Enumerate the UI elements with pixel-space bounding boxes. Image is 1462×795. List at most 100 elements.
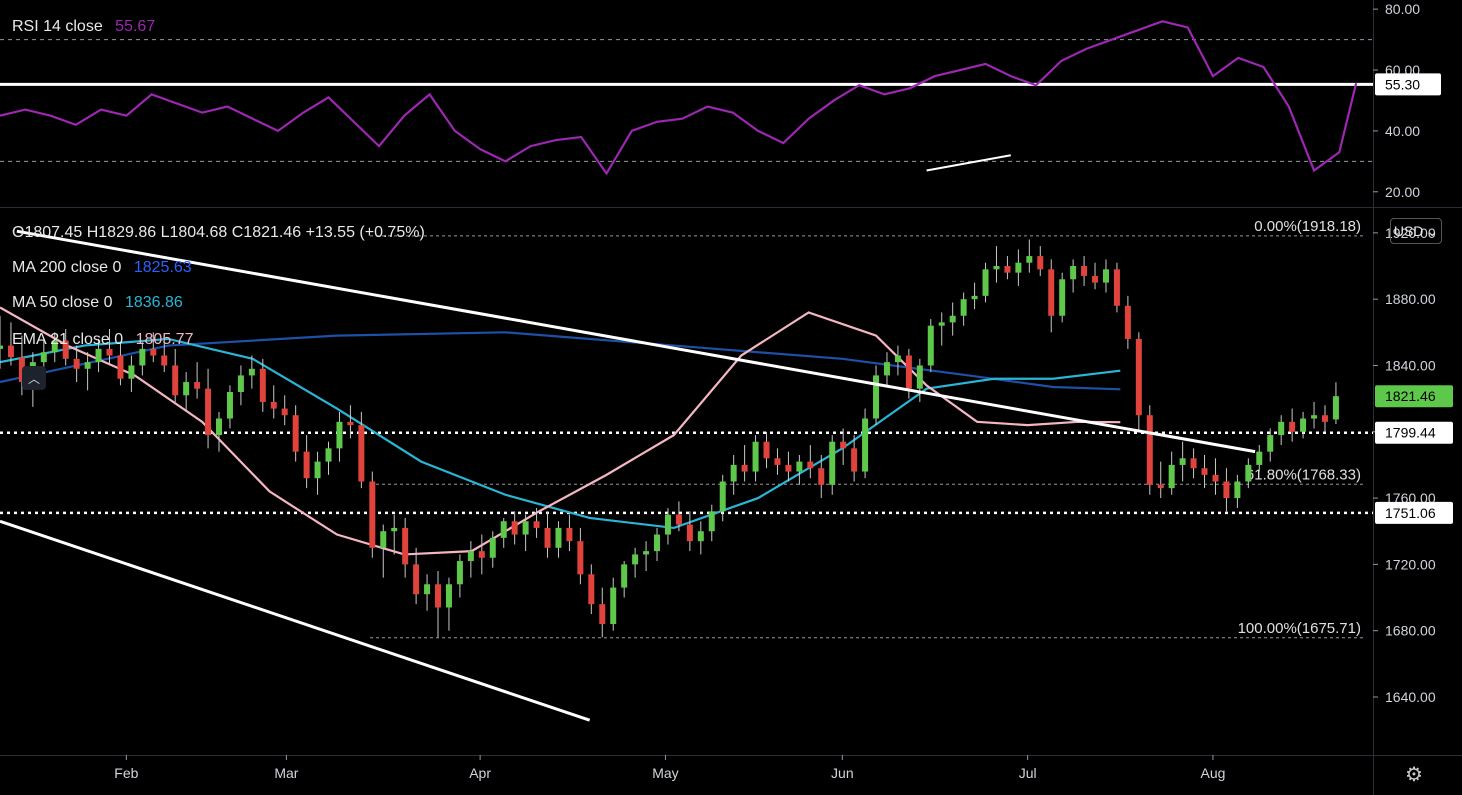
time-tick-label: Apr [469, 765, 491, 781]
candle-body [1102, 269, 1109, 283]
candle-body [1124, 305, 1131, 339]
candle-body [916, 365, 923, 389]
candle-body [7, 345, 14, 358]
candle-body [1332, 396, 1339, 420]
ma50-legend: MA 50 close 0 1836.86 [12, 294, 183, 312]
candle-body [18, 357, 25, 383]
candle-body [697, 531, 704, 542]
candle-body [1234, 481, 1241, 499]
candle-body [402, 527, 409, 565]
candle-body [500, 521, 507, 538]
price-pane: 0.00%(1918.18) 61.80%(1768.33) 100.00%(167… [0, 218, 1373, 722]
candle-body [369, 481, 376, 548]
price-tick-label: 1640.00 [1385, 689, 1436, 705]
gear-icon[interactable]: ⚙ [1405, 764, 1423, 786]
candle-body [1026, 256, 1033, 263]
chevron-down-icon: ⌄ [1426, 222, 1439, 239]
time-tick-label: Aug [1200, 765, 1225, 781]
candle-body [566, 527, 573, 542]
candle-body [281, 408, 288, 416]
candle-body [325, 448, 332, 462]
ohlc-legend: O1807.45 H1829.86 L1804.68 C1821.46 +13.… [12, 224, 425, 241]
candle-body [971, 295, 978, 300]
ema21-value: 1805.77 [135, 331, 194, 348]
candle-body [1037, 256, 1044, 270]
price-tick-label: 1920.00 [1385, 225, 1436, 241]
last-price-label: 1821.46 [1385, 388, 1436, 404]
rsi-line [0, 20, 1358, 176]
candle-body [1015, 262, 1022, 273]
currency-selector[interactable]: USD ⌄ [1390, 218, 1442, 244]
candle-body [161, 355, 168, 366]
candle-body [413, 564, 420, 595]
price-tick-label: 1720.00 [1385, 556, 1436, 572]
candle-body [424, 584, 431, 595]
price-level-badge [1375, 421, 1453, 444]
candle-body [544, 527, 551, 548]
rsi-tick-label: 80.00 [1385, 1, 1420, 17]
candle-body [960, 299, 967, 316]
candle-body [445, 584, 452, 608]
candle-body [763, 441, 770, 459]
rsi-divergence-line [926, 154, 1011, 172]
ma50-label: MA 50 close 0 [12, 294, 113, 311]
fib-level-label: 61.80%(1768.33) [1246, 466, 1361, 483]
last-price-badge [1375, 385, 1453, 408]
candle-body [51, 340, 58, 353]
candle-body [664, 514, 671, 535]
candle-body [818, 468, 825, 485]
candle-body [194, 382, 201, 389]
currency-label: USD [1393, 223, 1424, 239]
rsi-level-badge-label: 55.30 [1385, 76, 1420, 92]
candle-body [489, 537, 496, 558]
time-tick-label: Jun [831, 765, 854, 781]
rsi-tick-label: 40.00 [1385, 123, 1420, 139]
candle-body [840, 441, 847, 449]
candle-body [730, 464, 737, 482]
candle-body [522, 521, 529, 535]
candle-body [1289, 421, 1296, 432]
ma200-line [0, 331, 1121, 391]
candle-body [862, 418, 869, 472]
candle-body [292, 415, 299, 452]
candle-body [95, 348, 102, 363]
fib-level-label: 100.00%(1675.71) [1238, 620, 1361, 637]
chevron-up-icon[interactable]: ︿ [22, 366, 46, 390]
candle-body [248, 368, 255, 376]
candle-body [577, 541, 584, 575]
price-level-badge-label: 1751.06 [1385, 505, 1436, 521]
rsi-value: 55.67 [115, 18, 156, 35]
candle-body [1278, 421, 1285, 436]
rsi-label: RSI 14 close [12, 18, 103, 35]
candle-body [982, 269, 989, 296]
candle-body [533, 521, 540, 528]
candle-body [336, 421, 343, 449]
candle-body [719, 481, 726, 512]
candle-body [1092, 275, 1099, 283]
candle-body [467, 551, 474, 562]
candle-body [588, 574, 595, 605]
price-tick-label: 1840.00 [1385, 357, 1436, 373]
candle-body [380, 531, 387, 548]
candle-body [1256, 451, 1263, 465]
price-tick-label: 1680.00 [1385, 623, 1436, 639]
candle-body [1300, 418, 1307, 432]
candle-body [1201, 468, 1208, 475]
candle-body [1157, 484, 1164, 489]
candle-body [938, 322, 945, 326]
trendline-upper [16, 229, 1256, 454]
rsi-tick-label: 20.00 [1385, 184, 1420, 200]
candle-body [205, 388, 212, 436]
ema21-line [0, 306, 1121, 556]
price-level-badge [1375, 501, 1453, 524]
candle-body [511, 521, 518, 535]
candle-body [949, 315, 956, 323]
candle-body [643, 551, 650, 555]
candle-body [796, 461, 803, 472]
candle-body [993, 266, 1000, 270]
candle-body [752, 441, 759, 472]
candle-body [117, 355, 124, 379]
candle-body [654, 534, 661, 552]
candle-body [128, 365, 135, 379]
